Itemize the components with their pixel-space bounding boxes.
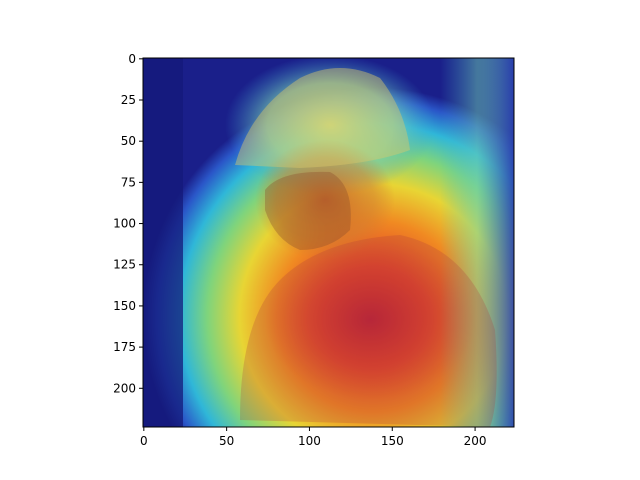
y-tick-label: 125 [113, 258, 136, 272]
x-tick-label: 200 [464, 434, 487, 448]
x-tick-label: 150 [381, 434, 404, 448]
x-tick-label: 100 [298, 434, 321, 448]
y-tick-label: 75 [121, 175, 136, 189]
y-tick-label: 50 [121, 134, 136, 148]
y-tick-label: 25 [121, 93, 136, 107]
plot-frame [142, 57, 515, 428]
y-tick-label: 150 [113, 299, 136, 313]
heatmap-image [143, 58, 514, 427]
y-tick-label: 100 [113, 217, 136, 231]
y-tick-label: 200 [113, 381, 136, 395]
y-tick-label: 0 [128, 52, 136, 66]
y-tick-label: 175 [113, 340, 136, 354]
x-tick-label: 0 [140, 434, 148, 448]
x-axis: 0 50 100 150 200 [140, 427, 487, 448]
y-axis: 0 25 50 75 100 125 150 175 200 [113, 52, 143, 395]
x-tick-label: 50 [219, 434, 234, 448]
